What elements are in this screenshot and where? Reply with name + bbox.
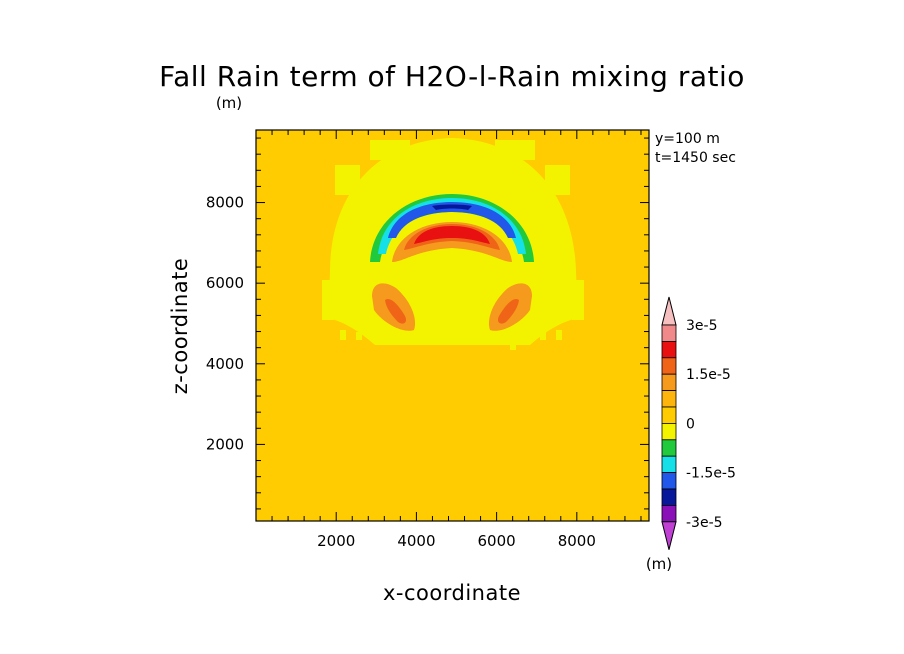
colorbar-swatch: [661, 455, 677, 474]
colorbar-bottom-triangle: [661, 521, 677, 550]
info-label-y: y=100 m: [655, 131, 720, 147]
colorbar-swatch: [661, 373, 677, 392]
colorbar-swatch: [661, 390, 677, 408]
colorbar-tick-label: 1.5e-5: [686, 367, 731, 383]
contour-arc-darkblue: [432, 204, 472, 210]
plot-area: 2000 4000 6000 8000 2000 4000 6000 8000: [206, 129, 650, 550]
plot-frame: [255, 129, 650, 522]
colorbar-units-label: (m): [646, 555, 672, 573]
colorbar-tick-label: 3e-5: [686, 318, 717, 334]
colorbar-swatch: [661, 439, 677, 457]
colorbar-swatch: [661, 324, 677, 342]
y-units-label: (m): [216, 94, 242, 112]
contour-fields: [322, 138, 584, 350]
info-label-t: t=1450 sec: [655, 150, 736, 166]
y-tick-label: 2000: [206, 435, 244, 453]
y-ticks: 2000 4000 6000 8000: [206, 137, 649, 510]
colorbar-swatch: [661, 357, 677, 375]
x-tick-label: 4000: [397, 532, 435, 550]
x-tick-label: 6000: [478, 532, 516, 550]
x-tick-label: 2000: [317, 532, 355, 550]
x-tick-label: 8000: [558, 532, 596, 550]
colorbar-swatch: [661, 422, 677, 441]
colorbar-swatch: [661, 340, 677, 359]
colorbar-swatch: [661, 472, 677, 490]
colorbar-tick-label: 0: [686, 416, 695, 432]
colorbar-top-triangle: [661, 296, 677, 326]
info-labels: y=100 m t=1450 sec: [655, 131, 736, 166]
colorbar-tick-label: -1.5e-5: [686, 466, 736, 482]
colorbar-swatch: [661, 406, 677, 424]
colorbar-tick-label: -3e-5: [686, 515, 723, 531]
x-axis-label: x-coordinate: [383, 581, 521, 605]
contour-lobes-positive: [372, 283, 532, 331]
contour-band-positive-core: [414, 226, 490, 244]
y-axis-label: z-coordinate: [168, 258, 192, 395]
contour-inner-negative: [400, 262, 504, 305]
colorbar: 3e-5 1.5e-5 0 -1.5e-5 -3e-5: [661, 296, 736, 550]
y-tick-label: 4000: [206, 355, 244, 373]
x-ticks: 2000 4000 6000 8000: [271, 130, 642, 550]
y-tick-label: 8000: [206, 194, 244, 212]
y-tick-label: 6000: [206, 274, 244, 292]
chart-title: Fall Rain term of H2O-l-Rain mixing rati…: [159, 60, 745, 93]
colorbar-swatch: [661, 504, 677, 523]
colorbar-swatch: [661, 488, 677, 506]
contour-arc-blue: [388, 202, 516, 238]
contour-specks: [340, 330, 562, 350]
